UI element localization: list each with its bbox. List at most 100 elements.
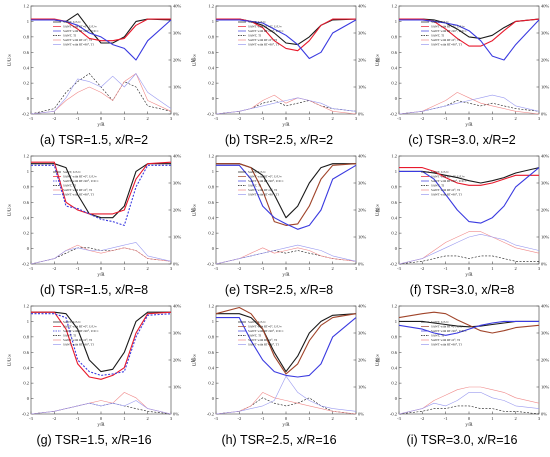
y-tick-label: 0.6 — [391, 50, 397, 55]
y2-tick-label: 20% — [173, 58, 182, 63]
velocity-series-line — [216, 163, 357, 226]
chart-panel: -0.2 0 0.2 0.4 0.6 0.8 1 1.2 0% 10% 20% 30% 40% -3 -2 -… — [373, 302, 550, 452]
ti-series-line — [30, 242, 172, 265]
chart-panel: -0.2 0 0.2 0.4 0.6 0.8 1 1.2 0% 10% 20% 30% 40% -3 -2 -… — [190, 302, 379, 452]
y-axis-label: U/U∞ — [193, 53, 198, 66]
x-tick-label: 1 — [491, 116, 493, 121]
y-tick-label: 0.4 — [23, 215, 29, 220]
y2-tick-label: 10% — [541, 235, 550, 240]
y-tick-label: 0.8 — [391, 184, 397, 189]
y-tick-label: 1 — [27, 169, 29, 174]
y-tick-label: 1.2 — [23, 154, 29, 159]
x-tick-label: -1 — [261, 416, 265, 421]
x-tick-label: 0 — [285, 116, 288, 121]
ti-series-line — [398, 386, 540, 415]
velocity-series-line — [216, 19, 357, 60]
y-tick-label: 0.4 — [23, 65, 29, 70]
x-axis-label: y/R — [97, 423, 105, 428]
y-tick-label: 0.4 — [208, 365, 214, 370]
y-tick-label: 0.6 — [23, 350, 29, 355]
y2-tick-label: 0% — [173, 262, 179, 267]
chart-svg: -0.2 0 0.2 0.4 0.6 0.8 1 1.2 0% 10% 20% 30% 40% -3 -2 -… — [8, 154, 194, 278]
legend-label: SAWT, U/U∞ — [431, 20, 450, 25]
velocity-series-line — [31, 313, 172, 376]
y-tick-label: 0 — [212, 96, 215, 101]
ti-series-line — [30, 73, 172, 115]
x-tick-label: -2 — [52, 266, 56, 271]
panel-caption: (b) TSR=2.5, x/R=2 — [224, 133, 334, 147]
panel-caption: (h) TSR=2.5, x/R=16 — [221, 433, 337, 447]
chart-svg: -0.2 0 0.2 0.4 0.6 0.8 1 1.2 0% 10% 20% 30% 40% -3 -2 -… — [376, 304, 550, 428]
y-tick-label: 1.2 — [391, 304, 397, 309]
y-tick-label: 0.2 — [391, 231, 397, 236]
legend-label: SAWT with RT=0°, TI — [248, 338, 277, 343]
y-tick-label: 0.2 — [391, 381, 397, 386]
y2-tick-label: 30% — [358, 331, 367, 336]
legend-label: SAWT with RT=90°, U/U∞ — [63, 29, 99, 34]
chart-panel: -0.2 0 0.2 0.4 0.6 0.8 1 1.2 0% 10% 20% 30% 40% -3 -2 -… — [373, 152, 550, 302]
velocity-series-line — [399, 320, 539, 328]
y2-axis-label: TI — [189, 358, 194, 363]
y-tick-label: -0.2 — [207, 262, 214, 267]
chart-svg: -0.2 0 0.2 0.4 0.6 0.8 1 1.2 0% 10% 20% 30% 40% -3 -2 -… — [376, 154, 550, 278]
chart-svg: -0.2 0 0.2 0.4 0.6 0.8 1 1.2 0% 10% 20% 30% 40% -3 -2 -… — [8, 304, 194, 428]
ti-series-line — [398, 392, 540, 415]
y-tick-label: -0.2 — [207, 112, 214, 117]
plot-frame — [215, 5, 357, 115]
x-tick-label: 1 — [491, 416, 493, 421]
legend-label: SAWT with RT=0°, U/U∞ — [431, 325, 466, 330]
legend-label: SAWT with RT=0°, U/U∞ — [431, 175, 466, 180]
x-tick-label: -1 — [444, 116, 448, 121]
velocity-series-line — [31, 163, 171, 219]
velocity-series-line — [216, 313, 357, 373]
y2-tick-label: 20% — [358, 208, 367, 213]
legend-label: SAWT, U/U∞ — [63, 170, 82, 175]
y-tick-label: 1 — [212, 19, 214, 24]
chart-panel: -0.2 0 0.2 0.4 0.6 0.8 1 1.2 0% 10% 20% 30% 40% -3 -2 -… — [5, 152, 194, 302]
x-tick-label: -1 — [261, 116, 265, 121]
x-tick-label: 3 — [170, 416, 173, 421]
y-tick-label: 1.2 — [391, 154, 397, 159]
y-tick-label: 0.2 — [23, 231, 29, 236]
y2-tick-label: 30% — [358, 31, 367, 36]
x-tick-label: 0 — [100, 266, 103, 271]
plot-frame — [30, 305, 172, 415]
x-tick-label: 0 — [468, 416, 471, 421]
legend-label: SAWT, TI — [248, 334, 261, 339]
chart-svg: -0.2 0 0.2 0.4 0.6 0.8 1 1.2 0% 10% 20% 30% 40% -3 -2 -… — [376, 4, 550, 128]
x-tick-label: -2 — [237, 416, 241, 421]
y2-tick-label: 40% — [541, 154, 550, 159]
ti-series-line — [215, 97, 357, 115]
legend-label: SAWT, TI — [248, 34, 261, 39]
legend-label: SAWT with RT=0°, TI — [431, 338, 460, 343]
x-axis-label: y/R — [282, 273, 290, 278]
ti-series-line — [215, 244, 357, 265]
y2-tick-label: 20% — [541, 208, 550, 213]
x-tick-label: -2 — [420, 266, 424, 271]
y-tick-label: -0.2 — [390, 262, 397, 267]
legend-label: SAWT with RT=90°, TI — [431, 343, 462, 348]
y2-tick-label: 30% — [541, 331, 550, 336]
x-tick-label: 3 — [538, 266, 541, 271]
x-tick-label: 0 — [285, 266, 288, 271]
legend-label: SAWT with RT=90°, U/U∞ — [248, 179, 284, 184]
y-tick-label: 0 — [27, 396, 30, 401]
legend-label: SAWT with RT=90°, TI — [63, 193, 94, 198]
y2-tick-label: 0% — [358, 412, 364, 417]
y-tick-label: 0.8 — [208, 184, 214, 189]
y-tick-label: 0.4 — [23, 365, 29, 370]
y-axis-label: U/U∞ — [376, 203, 381, 216]
y2-axis-label: TI — [374, 208, 379, 213]
legend-label: SAWT with RT=0°, TI — [248, 38, 277, 43]
y2-tick-label: 30% — [173, 181, 182, 186]
ti-series-line — [215, 100, 357, 115]
y2-tick-label: 30% — [541, 181, 550, 186]
chart-svg: -0.2 0 0.2 0.4 0.6 0.8 1 1.2 0% 10% 20% 30% 40% -3 -2 -… — [193, 304, 379, 428]
velocity-series-line — [31, 311, 171, 373]
y-axis-label: U/U∞ — [8, 203, 13, 216]
velocity-series-line — [399, 167, 540, 224]
y-tick-label: 1 — [395, 319, 397, 324]
y2-tick-label: 40% — [541, 304, 550, 309]
legend-label: SAWT with RT=90°, U/U∞ — [248, 329, 284, 334]
